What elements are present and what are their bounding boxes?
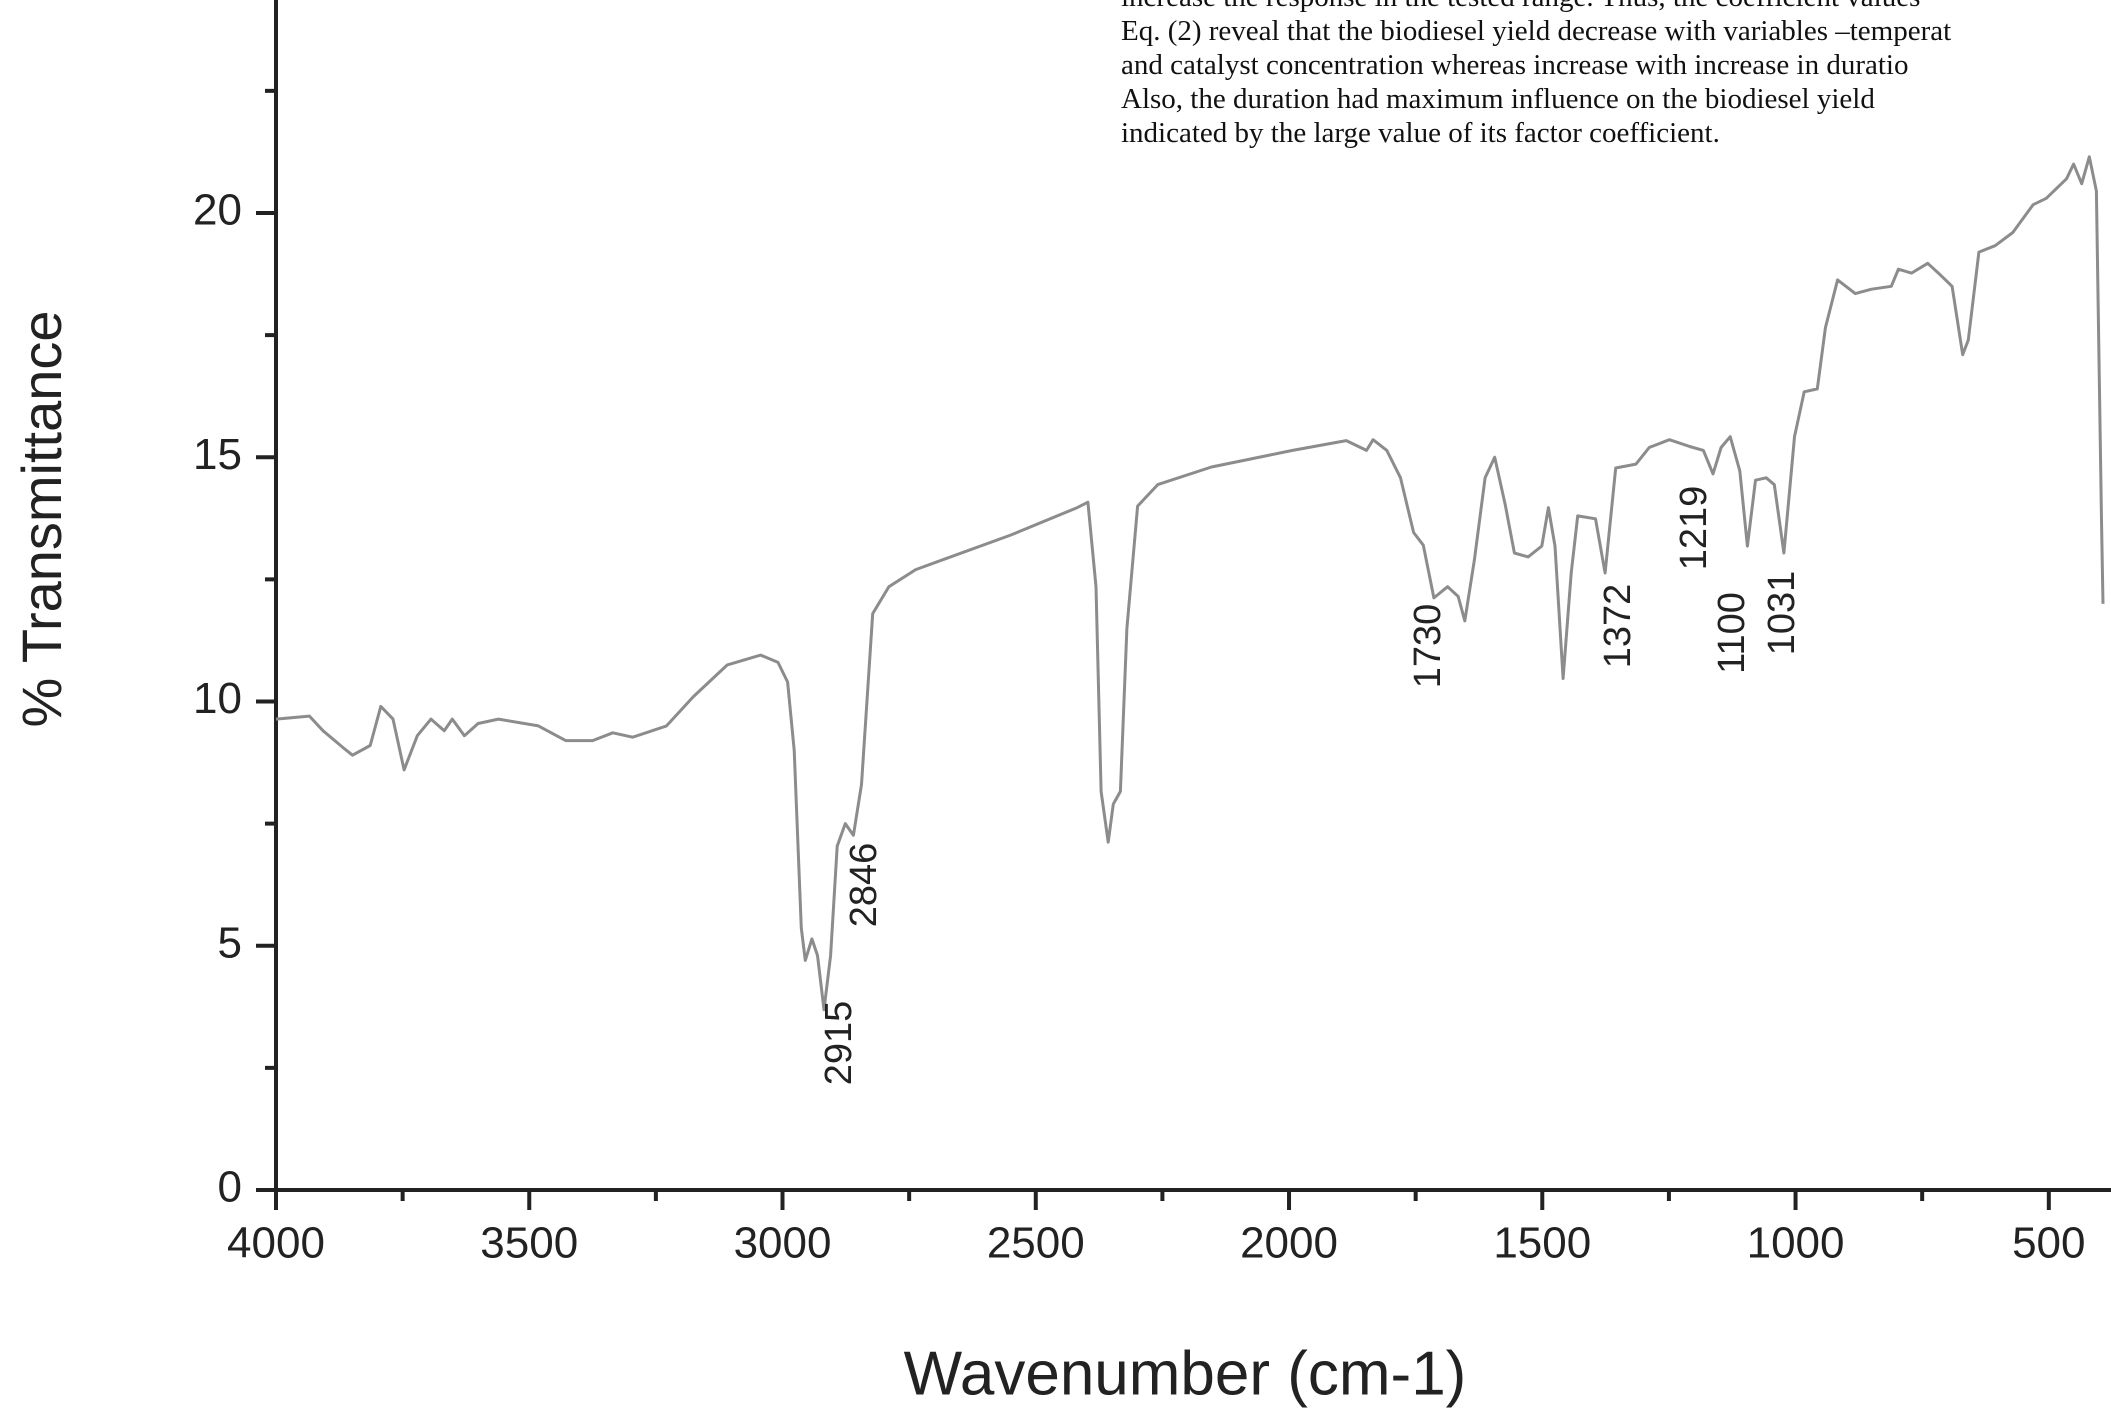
peak-label: 1730 [1407,604,1449,689]
paragraph-line: Also, the duration had maximum influence… [1121,83,1875,115]
y-tick-label: 0 [218,1163,242,1212]
y-tick-label: 15 [193,430,242,479]
y-tick-label: 10 [193,674,242,723]
peak-label: 2915 [818,1001,860,1086]
spectrum-line [275,155,2105,1012]
peak-label: 2846 [843,843,885,928]
x-tick-label: 3000 [734,1219,832,1268]
peak-label: 1219 [1673,486,1715,571]
paragraph-line: increase the response in the tested rang… [1121,0,1920,13]
peak-label: 1031 [1761,571,1803,656]
y-axis-title: % Transmittance [10,310,73,727]
paragraph-line: Eq. (2) reveal that the biodiesel yield … [1121,15,1951,47]
peak-label: 1100 [1711,592,1753,674]
x-tick-label: 1500 [1493,1219,1591,1268]
paragraph-line: and catalyst concentration whereas incre… [1121,49,1909,81]
x-tick-label: 4000 [227,1219,325,1268]
x-axis-title: Wavenumber (cm-1) [904,1339,1467,1408]
y-tick-label: 20 [193,186,242,235]
x-tick-label: 2000 [1240,1219,1338,1268]
x-tick-label: 2500 [987,1219,1085,1268]
y-tick-label: 5 [218,918,242,967]
x-tick-label: 500 [2012,1219,2085,1268]
x-tick-label: 3500 [480,1219,578,1268]
peak-label: 1372 [1597,584,1639,669]
x-tick-label: 1000 [1747,1219,1845,1268]
paragraph-line: indicated by the large value of its fact… [1121,117,1720,149]
